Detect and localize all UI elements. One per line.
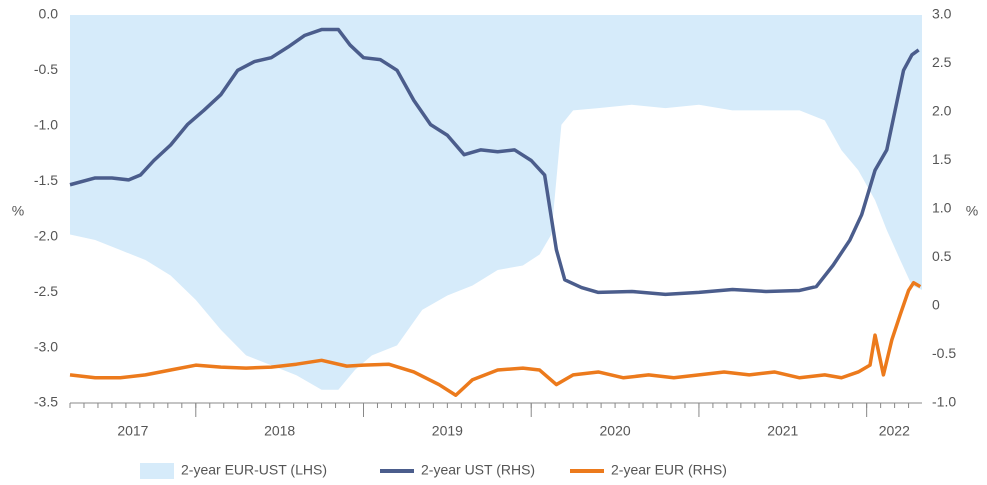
y2-tick-label: 2.0 bbox=[932, 103, 952, 119]
legend-swatch bbox=[140, 463, 174, 479]
y2-tick-label: -1.0 bbox=[932, 394, 956, 410]
x-tick-label: 2021 bbox=[767, 423, 798, 439]
y-tick-label: -3.5 bbox=[34, 394, 58, 410]
line bbox=[69, 280, 922, 397]
y2-tick-label: 0 bbox=[932, 297, 940, 313]
x-tick-label: 2022 bbox=[879, 423, 910, 439]
x-tick-label: 2019 bbox=[432, 423, 463, 439]
y-tick-label: -2.0 bbox=[34, 227, 58, 243]
y-tick-label: 0.0 bbox=[39, 6, 59, 22]
y2-tick-label: 3.0 bbox=[932, 6, 952, 22]
x-tick-label: 2017 bbox=[117, 423, 148, 439]
y2-tick-label: -0.5 bbox=[932, 345, 956, 361]
y-tick-label: -1.0 bbox=[34, 117, 58, 133]
legend-label: 2-year UST (RHS) bbox=[421, 462, 535, 478]
legend-label: 2-year EUR (RHS) bbox=[611, 462, 727, 478]
y-tick-label: -2.5 bbox=[34, 283, 58, 299]
y2-axis-label: % bbox=[966, 203, 978, 219]
legend-label: 2-year EUR-UST (LHS) bbox=[181, 462, 327, 478]
line bbox=[69, 27, 920, 297]
x-tick-label: 2018 bbox=[264, 423, 295, 439]
area bbox=[70, 15, 922, 390]
y-tick-label: -3.0 bbox=[34, 338, 58, 354]
x-tick-label: 2020 bbox=[600, 423, 631, 439]
y2-tick-label: 2.5 bbox=[932, 54, 952, 70]
y2-tick-label: 1.0 bbox=[932, 200, 952, 216]
y2-tick-label: 1.5 bbox=[932, 151, 952, 167]
y-tick-label: -1.5 bbox=[34, 172, 58, 188]
y-tick-label: -0.5 bbox=[34, 61, 58, 77]
y2-tick-label: 0.5 bbox=[932, 248, 952, 264]
y-axis-label: % bbox=[12, 203, 24, 219]
